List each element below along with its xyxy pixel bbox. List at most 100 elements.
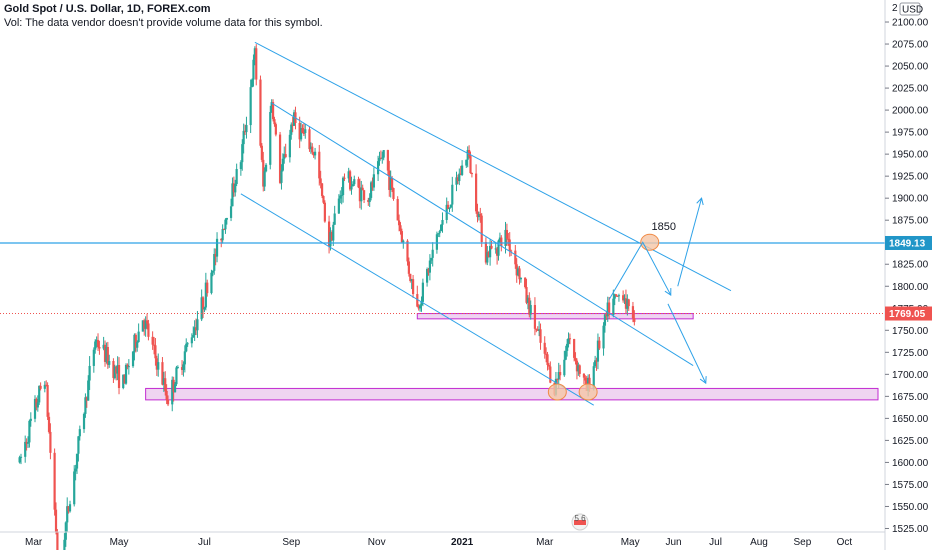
candle-body <box>124 364 128 384</box>
candle-body <box>406 240 409 262</box>
projection-arrow-1 <box>608 241 672 300</box>
candle-body <box>545 353 548 355</box>
candle-body <box>505 229 509 239</box>
candle-body <box>269 112 272 165</box>
price-tick-label: 1700.00 <box>892 370 929 381</box>
candle-body <box>525 287 528 303</box>
candle-body <box>563 359 566 376</box>
candle-body <box>220 238 223 241</box>
candle-body <box>431 249 434 258</box>
candle-body <box>161 362 164 385</box>
candle-body <box>131 351 135 367</box>
candle-body <box>519 277 523 280</box>
candle-body <box>122 374 125 389</box>
candle-body <box>260 145 263 160</box>
candle-body <box>340 195 343 197</box>
candle-body <box>411 279 415 295</box>
price-tick-label: 1650.00 <box>892 414 929 425</box>
candle-body <box>439 224 443 232</box>
candle-body <box>500 237 503 246</box>
candle-body <box>242 130 245 145</box>
candle-body <box>353 179 356 185</box>
candle-body <box>173 384 177 393</box>
candle-body <box>479 214 482 216</box>
candle-body <box>323 202 326 222</box>
candle-body <box>386 150 389 171</box>
candle-body <box>538 329 541 331</box>
candle-body <box>136 342 139 348</box>
candle-body <box>402 240 405 243</box>
candle-body <box>526 297 530 303</box>
price-axis[interactable]: 1525.00 1550.00 1575.00 1600.00 1625.00 1650.… <box>884 0 932 550</box>
candle-body <box>210 272 213 294</box>
candle-body <box>595 360 598 362</box>
candle-body <box>368 197 371 203</box>
candle-body <box>108 360 111 365</box>
candle-body <box>533 305 537 329</box>
candle-body <box>250 79 254 88</box>
candle-body <box>547 365 551 367</box>
projection-arrow-head-3 <box>699 376 707 385</box>
candle-body <box>213 253 216 271</box>
candle-body <box>143 320 146 329</box>
candle-body <box>409 273 412 282</box>
candle-body <box>308 129 311 150</box>
candle-body <box>594 360 597 367</box>
candle-body <box>157 362 160 370</box>
candle-body <box>281 158 284 171</box>
price-tick-label: 1900.00 <box>892 194 929 205</box>
candle-body <box>203 307 206 310</box>
candle-body <box>33 398 37 419</box>
candle-body <box>598 340 601 349</box>
candle-body <box>615 294 618 296</box>
candle-body <box>358 187 361 202</box>
candle-body <box>496 248 499 256</box>
candle-body <box>347 171 350 179</box>
candle-body <box>556 378 559 380</box>
candle-body <box>183 351 186 365</box>
price-tick-label-partial: 2 <box>892 3 898 14</box>
candle-body <box>578 365 581 374</box>
last-price-badge <box>885 306 932 321</box>
candle-body <box>36 402 39 408</box>
candle-body <box>45 384 48 386</box>
candle-body <box>25 441 28 444</box>
candle-body <box>417 306 420 309</box>
candle-body <box>332 224 335 241</box>
candle-body <box>270 102 273 113</box>
candle-body <box>26 442 30 444</box>
time-tick-label: Sep <box>282 537 300 548</box>
candle-body <box>327 221 331 247</box>
candle-body <box>112 360 115 378</box>
candle-body <box>280 170 283 183</box>
time-axis[interactable]: Mar May Jul Sep Nov 2021 Mar May Jun Jul Aug Sep Oct <box>0 531 885 548</box>
candle-body <box>348 171 352 190</box>
candle-body <box>133 334 136 352</box>
candle-body <box>85 397 88 401</box>
candle-body <box>487 252 490 258</box>
candle-body <box>221 229 224 241</box>
candle-body <box>87 380 90 401</box>
candle-body <box>98 347 101 349</box>
candle-body <box>162 378 165 385</box>
candle-body <box>49 431 52 453</box>
candle-body <box>28 420 31 443</box>
candle-body <box>47 416 51 432</box>
support-zone-1 <box>145 387 879 401</box>
candle-body <box>449 204 453 208</box>
volume-note: Vol: The data vendor doesn't provide vol… <box>4 17 323 29</box>
candle-body <box>360 187 363 202</box>
candle-body <box>330 232 333 241</box>
candle-body <box>78 429 81 437</box>
candle-body <box>201 297 205 310</box>
candle-body <box>273 119 276 125</box>
candle-body <box>18 457 21 463</box>
candle-body <box>372 174 375 188</box>
candle-body <box>172 379 175 393</box>
candle-body <box>567 338 570 344</box>
flag-icon-stripe <box>574 520 586 525</box>
candle-body <box>427 269 430 273</box>
price-tick-label: 1725.00 <box>892 348 929 359</box>
candle-body <box>24 441 27 457</box>
